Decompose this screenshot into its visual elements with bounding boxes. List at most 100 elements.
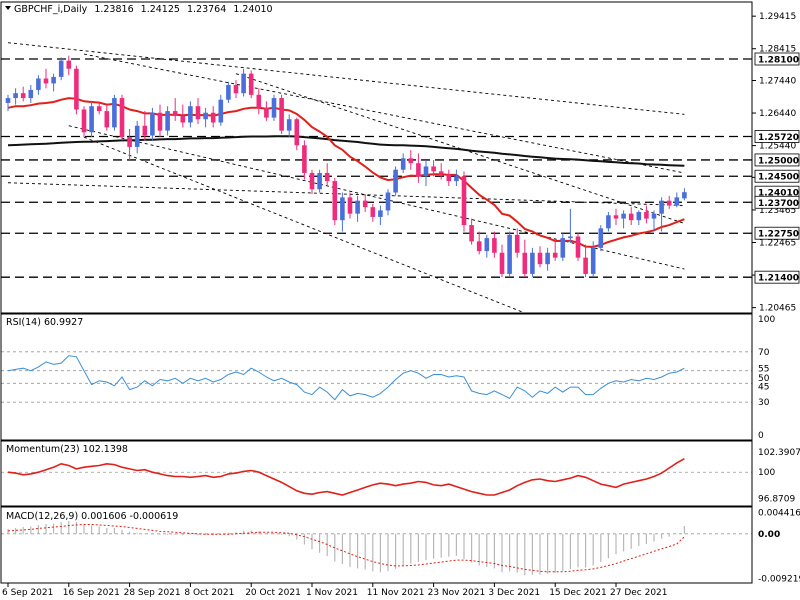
- price-tick-label: 1.27440: [759, 76, 796, 86]
- candle-body: [423, 166, 429, 177]
- candle-body: [499, 252, 505, 274]
- candle-body: [651, 213, 657, 219]
- candle-body: [575, 236, 581, 258]
- candle-body: [438, 171, 444, 175]
- candle-body: [613, 215, 619, 219]
- price-level-label: 1.23700: [758, 199, 799, 209]
- candle-body: [264, 107, 269, 118]
- candle-body: [203, 112, 208, 120]
- trendline-1: [83, 53, 685, 174]
- price-panel-bg: [1, 2, 752, 313]
- momentum-panel-bg: [1, 441, 752, 506]
- ohlc-open: 1.23816: [94, 4, 133, 15]
- x-tick-label: 27 Dec 2021: [610, 588, 668, 598]
- price-level-label: 1.24500: [758, 173, 799, 183]
- candle-body: [621, 213, 626, 219]
- macd-panel-frame: [0, 506, 753, 584]
- candle-body: [279, 98, 284, 131]
- price-tick-label: 1.26440: [759, 109, 796, 119]
- candle-body: [294, 119, 300, 146]
- candle-body: [256, 94, 262, 108]
- symbol-title: GBPCHF_i,Daily: [14, 4, 88, 15]
- price-level-box: [754, 52, 800, 66]
- candle-body: [324, 172, 330, 182]
- candle-body: [378, 210, 383, 217]
- candle-body: [370, 207, 376, 217]
- candle-body: [400, 158, 406, 170]
- candle-body: [134, 125, 140, 147]
- candle-body: [552, 252, 558, 258]
- macd-panel[interactable]: 0.004416 0.00 -0.009219: [1, 508, 800, 585]
- ohlc-high: 1.24125: [141, 4, 180, 15]
- candle-body: [317, 172, 322, 190]
- collapse-arrow-icon[interactable]: [5, 6, 11, 10]
- price-level-label: 1.22750: [758, 230, 799, 240]
- x-axis: 6 Sep 2021 16 Sep 2021 28 Sep 2021 8 Oct 20…: [2, 583, 668, 598]
- price-tick-label: 1.28415: [759, 45, 796, 55]
- candle-body: [484, 238, 490, 252]
- candle-body: [127, 137, 132, 147]
- momentum-panel[interactable]: 102.3907 100 96.8709: [1, 448, 800, 505]
- x-tick-label: 28 Sep 2021: [124, 588, 181, 598]
- candle-body: [172, 111, 178, 116]
- candle-body: [188, 106, 193, 123]
- candle-body: [568, 236, 573, 239]
- candle-body: [628, 213, 634, 221]
- chart-title: GBPCHF_i,Daily 1.23816 1.24125 1.23764 1…: [14, 4, 273, 15]
- candle-body: [233, 85, 239, 94]
- candle-body: [659, 200, 664, 214]
- candle-body: [112, 98, 117, 128]
- ohlc-close: 1.24010: [233, 4, 272, 15]
- candle-body: [461, 176, 467, 226]
- x-tick-label: 1 Nov 2021: [306, 588, 358, 598]
- momentum-tick-label: 100: [758, 468, 775, 478]
- candle-body: [454, 176, 459, 182]
- candle-body: [644, 212, 649, 219]
- candle-body: [347, 197, 353, 214]
- price-level-label: 1.24010: [758, 189, 799, 199]
- x-tick-label: 16 Sep 2021: [63, 588, 120, 598]
- x-tick-label: 11 Nov 2021: [367, 588, 425, 598]
- rsi-tick-label: 45: [758, 382, 769, 392]
- candle-body: [583, 257, 588, 274]
- momentum-panel-frame: [0, 440, 753, 507]
- x-tick-label: 6 Sep 2021: [2, 588, 53, 598]
- candle-body: [431, 166, 436, 172]
- candle-body: [89, 106, 94, 133]
- price-level-box: [754, 169, 800, 183]
- candle-body: [530, 252, 535, 274]
- candle-body: [271, 98, 277, 118]
- candle-body: [332, 181, 338, 221]
- candle-body: [96, 106, 102, 112]
- candle-body: [507, 234, 512, 274]
- rsi-tick-label: 70: [758, 348, 770, 358]
- candle-body: [446, 174, 452, 182]
- price-tick-label: 1.22465: [759, 238, 796, 248]
- candle-body: [408, 158, 414, 164]
- candle-body: [606, 215, 611, 229]
- price-panel[interactable]: 1.294151.284151.274401.264401.254401.244…: [1, 12, 800, 314]
- macd-tick-label: -0.009219: [758, 575, 800, 585]
- rsi-tick-label: 30: [758, 398, 770, 408]
- price-level-box: [754, 226, 800, 240]
- candle-body: [286, 119, 292, 131]
- price-level-label: 1.25720: [758, 133, 799, 143]
- candle-body: [590, 247, 596, 274]
- rsi-panel-bg: [1, 314, 752, 440]
- macd-label: MACD(12,26,9) 0.001606 -0.000619: [6, 511, 178, 522]
- momentum-tick-label: 102.3907: [758, 448, 800, 458]
- candle-body: [157, 112, 163, 131]
- trendline-3: [7, 182, 685, 206]
- candle-body: [150, 112, 155, 136]
- candle-body: [416, 163, 421, 177]
- price-level-box: [754, 130, 800, 143]
- price-level-label: 1.25000: [758, 156, 799, 166]
- momentum-tick-label: 96.8709: [758, 495, 795, 505]
- candle-body: [180, 115, 186, 123]
- price-tick-label: 1.20465: [759, 304, 796, 314]
- trendline-5: [83, 136, 525, 314]
- candle-body: [545, 252, 550, 265]
- candle-body: [537, 252, 543, 265]
- candle-body: [674, 197, 680, 206]
